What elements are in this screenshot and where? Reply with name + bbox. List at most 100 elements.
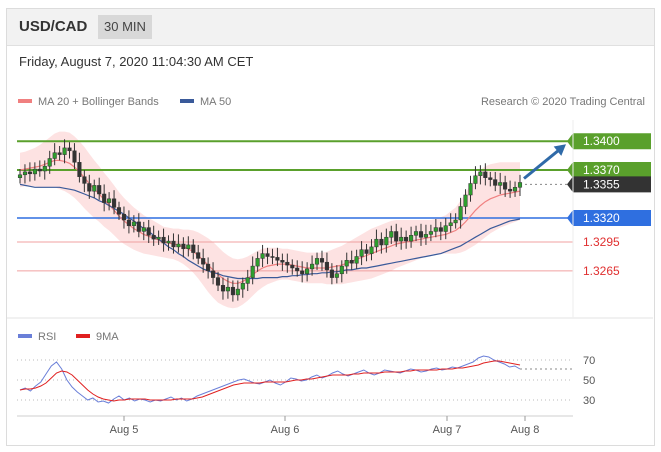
candle-body [225,286,230,292]
candle-body [394,231,399,242]
ma50-legend-label: MA 50 [200,96,231,108]
candle-body [196,252,201,259]
projection-arrow-head [553,144,566,156]
ma20-legend-swatch [18,99,32,103]
candle-body [423,234,428,238]
credit-label: Research © 2020 Trading Central [481,96,645,108]
rsi-legend-swatch [18,334,32,338]
candle-body [508,188,513,192]
instrument-title: USD/CAD [19,18,88,35]
level-tag-box-3 [567,210,651,227]
candle-body [438,227,443,232]
candle-body [334,273,339,278]
candle-body [107,198,112,203]
chart-header: USD/CAD 30 MIN [7,9,654,46]
level-tag-box-2 [567,176,651,193]
candle-body [483,171,488,178]
candle-body [517,182,523,188]
level-tag-label-4: 1.3295 [583,235,620,249]
candle-body [433,227,438,232]
candle-body [72,150,77,163]
candle-body [250,265,255,278]
candle-body [319,258,325,263]
candle-body [151,235,156,240]
candle-body [295,267,300,272]
rsi-tick-label-70: 70 [583,355,595,367]
candle-body [428,231,433,235]
candle-body [126,219,131,227]
candle-body [364,249,369,254]
candle-body [102,193,107,203]
candle-body [112,198,117,208]
level-tag-box-1 [567,162,651,179]
candle-body [409,235,414,242]
timeframe-badge[interactable]: 30 MIN [98,15,152,39]
candle-body [146,227,151,236]
candle-body [324,261,329,271]
candle-body [359,249,364,257]
candle-body [230,286,235,296]
rsi-tick-label-50: 50 [583,375,595,387]
candle-body [87,183,92,192]
candle-body [478,171,483,176]
candle-body [131,221,136,226]
projection-arrow-shaft [523,148,561,180]
candle-body [384,236,389,246]
candle-body [32,168,37,175]
candle-body [314,258,320,265]
level-tag-label-3: 1.3320 [583,211,620,225]
candle-body [176,243,181,248]
x-tick-label-3: Aug 8 [511,424,540,436]
candle-body [67,147,72,152]
rsi-panel: 70 50 30 [17,355,595,407]
candle-body [206,263,211,272]
candle-body [52,152,57,159]
candle-body [300,270,305,275]
x-tick-label-2: Aug 7 [433,424,462,436]
candle-body [240,283,245,290]
candle-body [339,265,344,275]
candle-body [468,183,473,196]
candle-body [166,240,171,244]
candle-body [354,256,359,264]
candle-body [310,263,315,270]
candle-body [458,206,463,221]
candle-body [418,231,424,238]
rsi-legend-label: RSI [38,331,56,343]
candle-body [305,268,310,274]
candle-body [374,238,379,248]
candle-body [82,176,87,184]
candle-body [443,225,448,232]
candle-body [42,165,47,172]
candle-body [285,261,290,266]
candle-body [92,185,97,192]
candle-body [136,221,141,232]
candle-body [255,258,260,267]
candle-body [290,264,295,269]
level-tag-label-5: 1.3265 [583,264,620,278]
bollinger-band [20,131,520,309]
candle-body [275,257,280,261]
rsi-line [19,355,521,404]
candle-body [413,231,419,236]
candle-body [161,236,166,244]
candle-body [62,147,67,155]
candle-body [270,256,275,258]
candle-body [201,258,206,265]
candle-body [260,253,265,259]
ma20-legend-label: MA 20 + Bollinger Bands [38,96,159,108]
candle-body [448,222,453,226]
candle-body [280,260,285,263]
candle-body [215,277,221,286]
candle-body [473,175,478,184]
candle-body [22,171,28,176]
candle-body [349,260,354,264]
candle-body [463,194,468,207]
candle-body [181,243,186,250]
candle-body [186,244,191,249]
level-tag-box-0 [567,133,651,150]
ma50-legend-swatch [180,99,194,103]
candle-body [245,277,250,284]
